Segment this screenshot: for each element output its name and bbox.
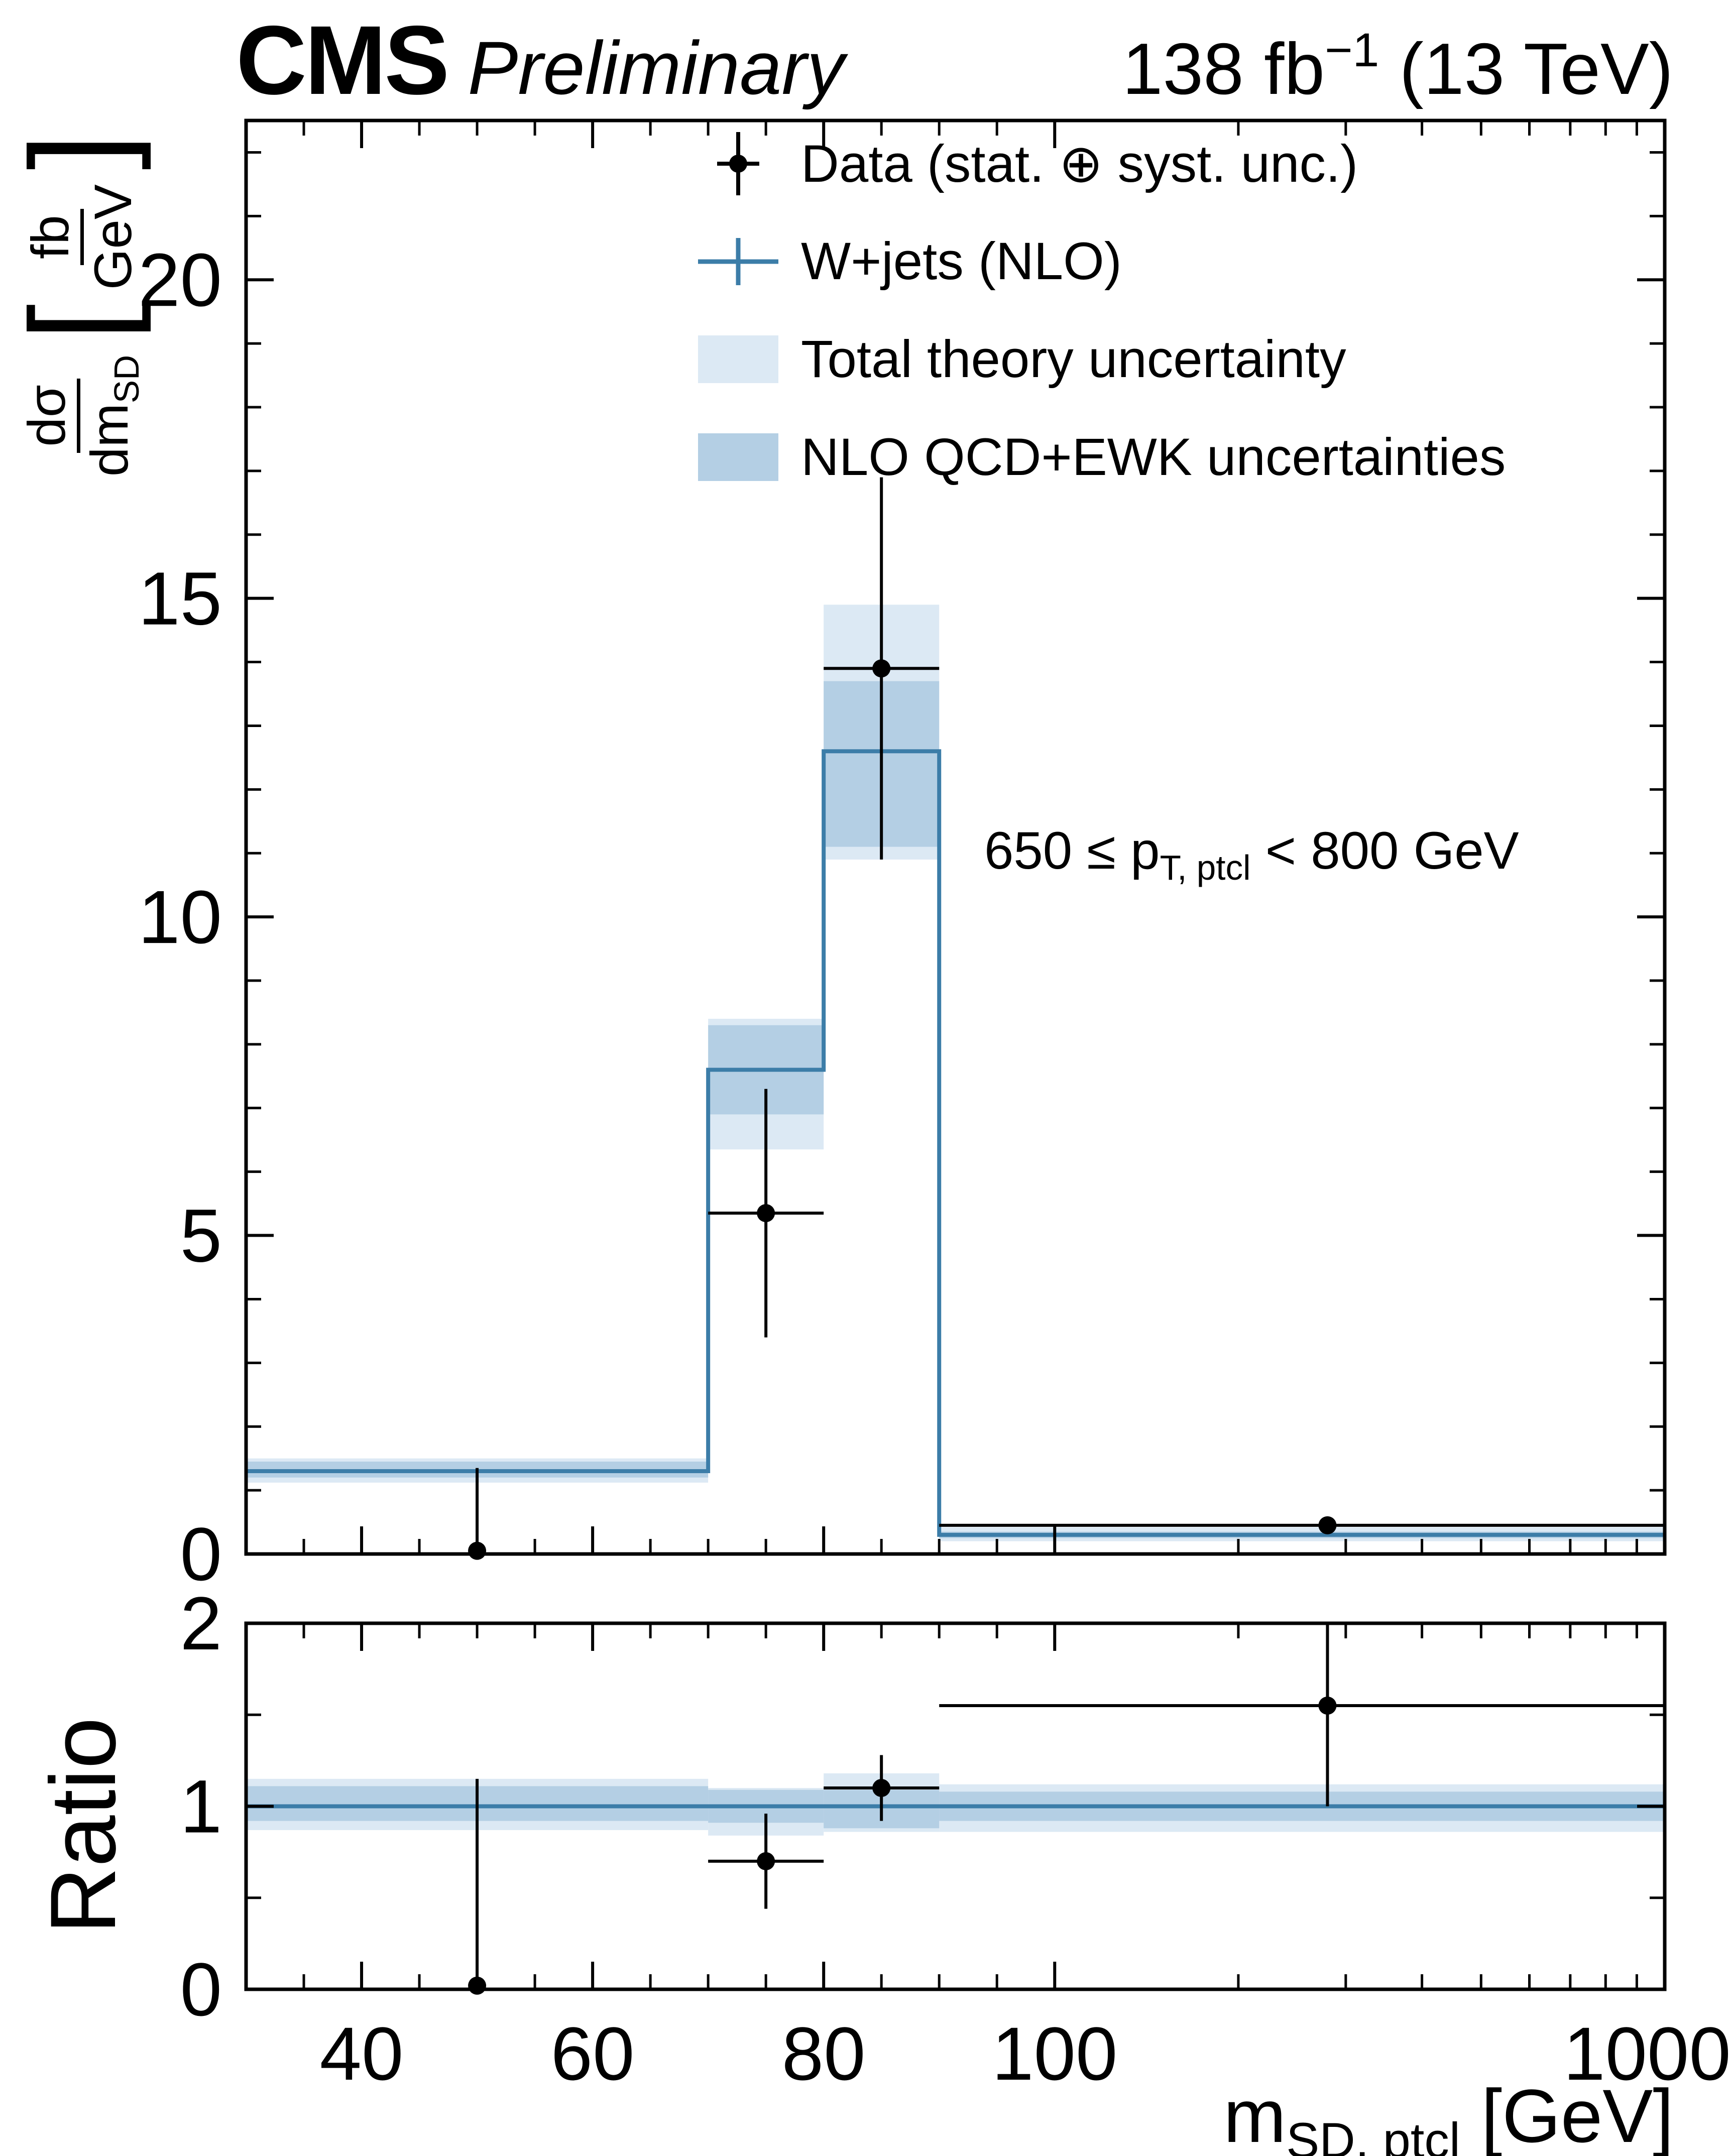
- pt-selection-prefix: 650 ≤ p: [984, 821, 1160, 880]
- y-tick-label: 10: [138, 875, 222, 959]
- ratio-point-marker: [1318, 1697, 1337, 1715]
- data-marker-icon: [717, 132, 759, 195]
- ratio-point-marker: [757, 1852, 775, 1870]
- legend-label-total-uncertainty: Total theory uncertainty: [801, 329, 1346, 389]
- luminosity-label: 138 fb−1 (13 TeV): [1122, 23, 1673, 111]
- x-tick-label: 40: [320, 2011, 404, 2096]
- data-point-marker: [872, 659, 891, 678]
- x-title-unit: [GeV]: [1460, 2074, 1674, 2156]
- legend-label-wjets: W+jets (NLO): [801, 231, 1122, 291]
- pt-selection-suffix: < 800 GeV: [1250, 821, 1519, 880]
- y-tick-label: 20: [138, 237, 222, 322]
- legend-item-total-uncertainty: Total theory uncertainty: [698, 310, 1506, 408]
- y-tick-label: 15: [138, 556, 222, 641]
- wjets-line-swatch: [698, 224, 778, 299]
- preliminary-label: Preliminary: [468, 26, 845, 110]
- legend-item-wjets: W+jets (NLO): [698, 212, 1506, 310]
- x-title-main: m: [1223, 2074, 1287, 2156]
- plot-header: CMS Preliminary 138 fb−1 (13 TeV): [236, 4, 1673, 116]
- legend-label-data: Data (stat. ⊕ syst. unc.): [801, 134, 1358, 193]
- y-tick-label: 2: [180, 1581, 222, 1665]
- x-title-subscript: SD, ptcl: [1286, 2112, 1460, 2156]
- qcd-ewk-swatch: [698, 420, 778, 495]
- ratio-point-marker: [872, 1779, 891, 1798]
- pt-selection-subscript: T, ptcl: [1160, 848, 1251, 887]
- y-tick-label: 0: [180, 1512, 222, 1596]
- x-tick-label: 1000: [1563, 2011, 1730, 2096]
- lumi-energy: (13 TeV): [1379, 28, 1673, 109]
- y-tick-label: 1: [180, 1764, 222, 1849]
- legend: Data (stat. ⊕ syst. unc.) W+jets (NLO) T…: [698, 114, 1506, 506]
- x-tick-label: 100: [992, 2011, 1117, 2096]
- data-marker-swatch: [698, 126, 778, 201]
- cms-logo-text: CMS: [236, 6, 449, 115]
- light-band-icon: [698, 335, 778, 383]
- pt-selection-label: 650 ≤ pT, ptcl < 800 GeV: [984, 821, 1519, 888]
- data-point-marker: [1318, 1516, 1337, 1534]
- legend-item-qcd-ewk: NLO QCD+EWK uncertainties: [698, 408, 1506, 506]
- lumi-value: 138 fb: [1122, 28, 1325, 109]
- x-tick-label: 60: [551, 2011, 635, 2096]
- wjets-histogram-line: [246, 749, 1665, 1537]
- y-tick-label: 0: [180, 1947, 222, 2031]
- x-tick-label: 80: [782, 2011, 866, 2096]
- y-tick-label: 5: [180, 1193, 222, 1278]
- legend-item-data: Data (stat. ⊕ syst. unc.): [698, 114, 1506, 212]
- panel-frame: [244, 118, 1667, 1556]
- total-uncertainty-swatch: [698, 322, 778, 397]
- dark-band-icon: [698, 433, 778, 481]
- legend-label-qcd-ewk: NLO QCD+EWK uncertainties: [801, 427, 1506, 487]
- lumi-exponent: −1: [1325, 24, 1379, 77]
- panel-frame: [244, 1621, 1667, 1991]
- x-axis-title: mSD, ptcl [GeV]: [1223, 2073, 1674, 2156]
- data-point-marker: [757, 1204, 775, 1223]
- line-cross-icon: [698, 237, 778, 285]
